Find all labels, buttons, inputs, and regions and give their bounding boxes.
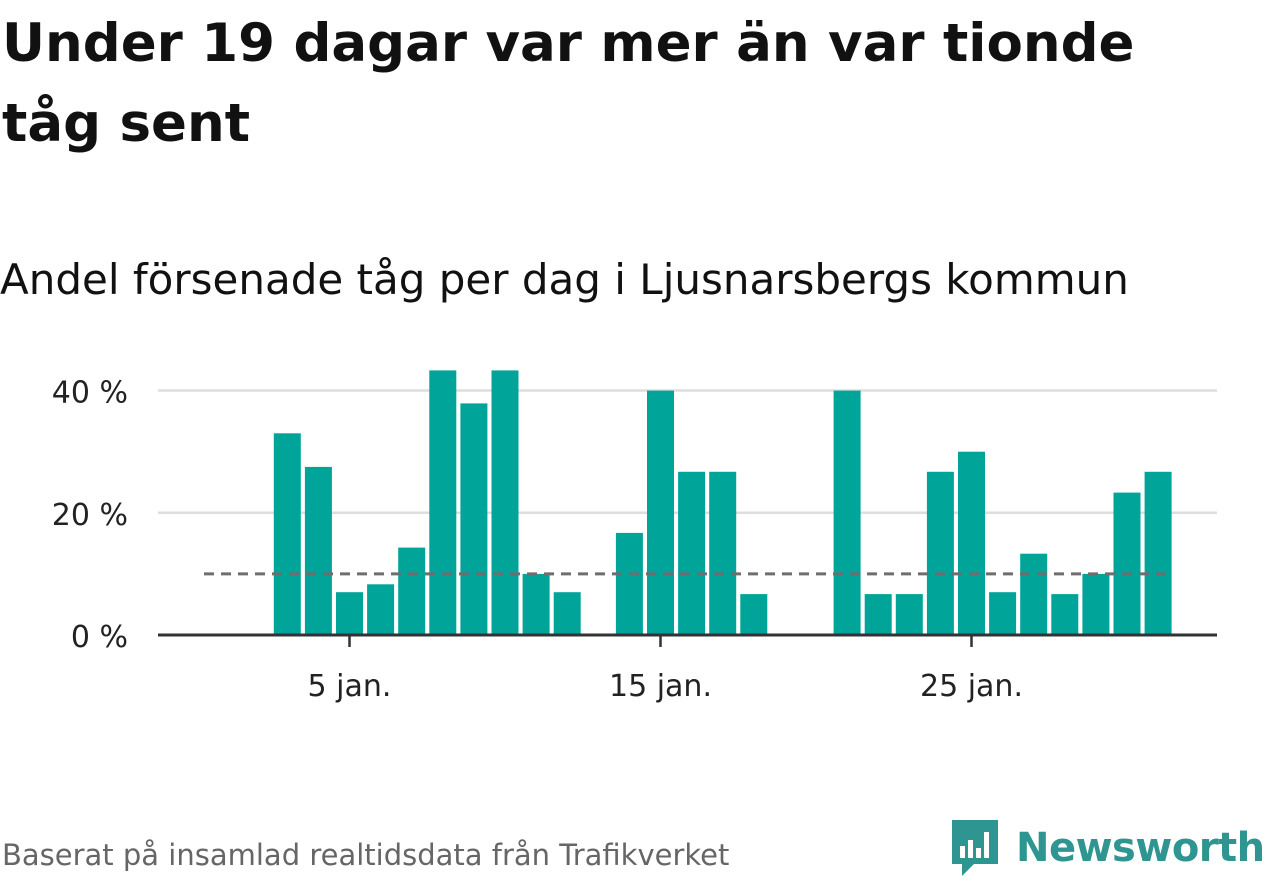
bar <box>647 390 674 635</box>
x-tick-label: 5 jan. <box>308 669 392 704</box>
bar <box>1020 553 1048 635</box>
newsworthy-logo-icon <box>952 820 998 876</box>
bar <box>895 594 923 635</box>
y-tick-label: 0 % <box>71 620 128 655</box>
bar <box>1082 573 1110 635</box>
bar <box>460 403 488 635</box>
bar <box>926 471 954 635</box>
bar <box>833 390 861 635</box>
y-tick-label: 20 % <box>52 498 128 533</box>
brand-name: Newsworthy <box>1016 825 1262 871</box>
bar <box>367 584 395 635</box>
bars <box>273 370 1172 635</box>
gridlines: 0 % 20 % 40 % <box>52 376 1217 655</box>
bar-chart: 0 % 20 % 40 % 5 jan. 15 jan. 25 jan. <box>52 370 1217 704</box>
axes: 5 jan. 15 jan. 25 jan. <box>158 633 1217 704</box>
newsworthy-logo: Newsworthy <box>950 818 1262 878</box>
bar <box>958 451 985 635</box>
bar <box>989 592 1017 635</box>
bar <box>522 573 550 635</box>
x-tick-label: 25 jan. <box>920 669 1023 704</box>
bar <box>615 532 643 635</box>
bar <box>304 466 332 635</box>
y-tick-label: 40 % <box>52 376 128 411</box>
bar <box>864 594 892 635</box>
chart-subtitle: Andel försenade tåg per dag i Ljusnarsbe… <box>0 255 1129 304</box>
source-note: Baserat på insamlad realtidsdata från Tr… <box>2 838 730 872</box>
bar <box>273 433 301 635</box>
x-tick-label: 15 jan. <box>609 669 712 704</box>
bar <box>740 594 768 635</box>
bar <box>1144 471 1172 635</box>
bar <box>553 592 581 635</box>
bar <box>429 370 457 635</box>
bar <box>1051 594 1079 635</box>
bar <box>398 547 426 635</box>
bar <box>678 471 706 635</box>
bar <box>709 471 737 635</box>
bar <box>491 370 519 635</box>
chart-title: Under 19 dagar var mer än var tionde tåg… <box>2 13 1135 154</box>
bar <box>336 592 363 635</box>
bar <box>1113 492 1141 635</box>
